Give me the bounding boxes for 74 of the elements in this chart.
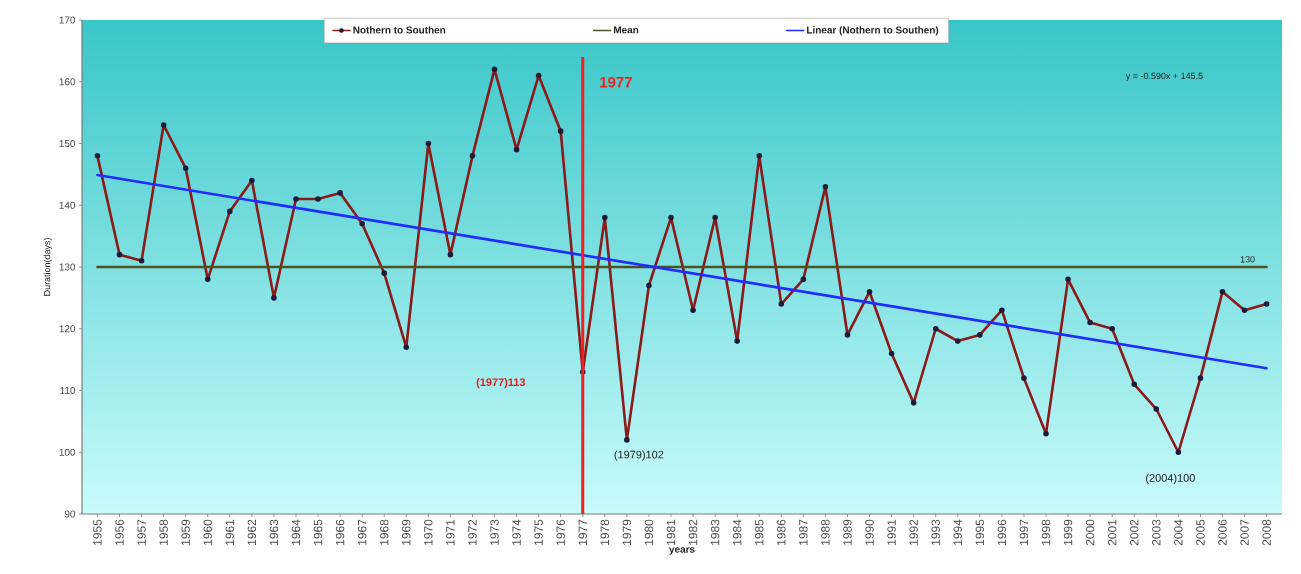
- x-tick-label: 1988: [821, 519, 830, 545]
- x-tick-label: 1979: [622, 519, 632, 545]
- ref-line-label: 1977: [600, 76, 632, 88]
- x-tick-label: 1977: [578, 519, 587, 545]
- x-tick-label: 1971: [446, 519, 455, 545]
- y-tick-label: 90: [64, 510, 76, 518]
- x-tick-label: 1978: [600, 519, 610, 545]
- x-tick-label: 1974: [512, 519, 521, 545]
- x-tick-label: 1983: [710, 519, 720, 545]
- x-tick-label: 1987: [799, 519, 808, 545]
- x-tick-label: 2007: [1240, 519, 1249, 546]
- y-tick-label: 130: [59, 263, 76, 271]
- y-tick-label: 100: [59, 448, 76, 456]
- x-tick-label: 2002: [1130, 519, 1139, 546]
- x-tick-label: 1957: [137, 519, 146, 545]
- x-tick-label: 2006: [1218, 519, 1227, 546]
- x-tick-label: 1994: [953, 519, 962, 545]
- x-tick-label: 1955: [93, 519, 102, 545]
- x-tick-label: 2001: [1107, 519, 1117, 546]
- y-tick-label: 170: [59, 16, 76, 24]
- x-tick-label: 1960: [203, 519, 212, 545]
- x-tick-label: 1981: [666, 519, 676, 545]
- annotation: 130: [1240, 256, 1255, 263]
- legend-label: Mean: [614, 26, 639, 34]
- legend-label: Nothern to Southen: [353, 26, 446, 34]
- x-tick-label: 1984: [732, 519, 742, 545]
- x-tick-label: 1989: [843, 519, 852, 545]
- x-tick-label: 1991: [887, 519, 896, 545]
- x-axis-title: years: [669, 547, 695, 555]
- x-tick-label: 1969: [402, 519, 411, 545]
- annotation: (1979)102: [614, 450, 664, 461]
- x-tick-label: 1990: [865, 519, 874, 545]
- x-tick-label: 1999: [1063, 519, 1073, 545]
- x-tick-label: 1995: [975, 519, 985, 545]
- x-tick-label: 1968: [379, 519, 389, 545]
- x-tick-label: 1966: [335, 519, 345, 545]
- x-tick-label: 1970: [424, 519, 433, 545]
- annotation: (1977)113: [476, 377, 526, 389]
- x-tick-label: 1985: [755, 519, 764, 545]
- x-tick-label: 2003: [1152, 519, 1161, 546]
- x-tick-label: 1962: [247, 519, 257, 545]
- x-tick-label: 1973: [490, 519, 499, 545]
- x-tick-label: 1959: [181, 519, 190, 545]
- y-tick-label: 110: [60, 386, 76, 395]
- x-tick-label: 1997: [1019, 519, 1029, 545]
- x-tick-label: 1961: [225, 519, 235, 545]
- annotation: y = -0.590x + 145.5: [1125, 72, 1203, 81]
- x-tick-label: 1996: [997, 519, 1007, 545]
- x-tick-label: 1964: [291, 519, 301, 545]
- y-tick-label: 160: [59, 78, 76, 86]
- x-tick-label: 2000: [1085, 519, 1095, 546]
- x-tick-label: 2004: [1174, 519, 1183, 546]
- y-tick-label: 120: [59, 325, 76, 333]
- x-tick-label: 2005: [1196, 519, 1205, 546]
- x-tick-label: 1986: [777, 519, 786, 545]
- x-tick-label: 1992: [909, 519, 918, 545]
- x-tick-label: 1975: [534, 519, 543, 545]
- x-tick-label: 1963: [269, 519, 279, 545]
- x-tick-label: 1972: [468, 519, 477, 545]
- x-tick-label: 1980: [644, 519, 654, 545]
- annotation: (2004)100: [1146, 473, 1195, 484]
- y-tick-label: 140: [59, 201, 76, 209]
- x-tick-label: 1958: [159, 519, 168, 545]
- x-tick-label: 1993: [931, 519, 940, 545]
- x-tick-label: 1965: [313, 519, 323, 545]
- y-tick-label: 150: [59, 139, 76, 148]
- x-tick-label: 1976: [556, 519, 565, 545]
- x-tick-label: 1967: [357, 519, 367, 545]
- x-tick-label: 1998: [1041, 519, 1051, 545]
- x-tick-label: 1982: [688, 519, 698, 545]
- x-tick-label: 1956: [115, 519, 124, 545]
- x-tick-label: 2008: [1262, 519, 1271, 546]
- y-axis-title: Duration(days): [43, 238, 53, 296]
- legend-label: Linear (Nothern to Southen): [807, 26, 939, 36]
